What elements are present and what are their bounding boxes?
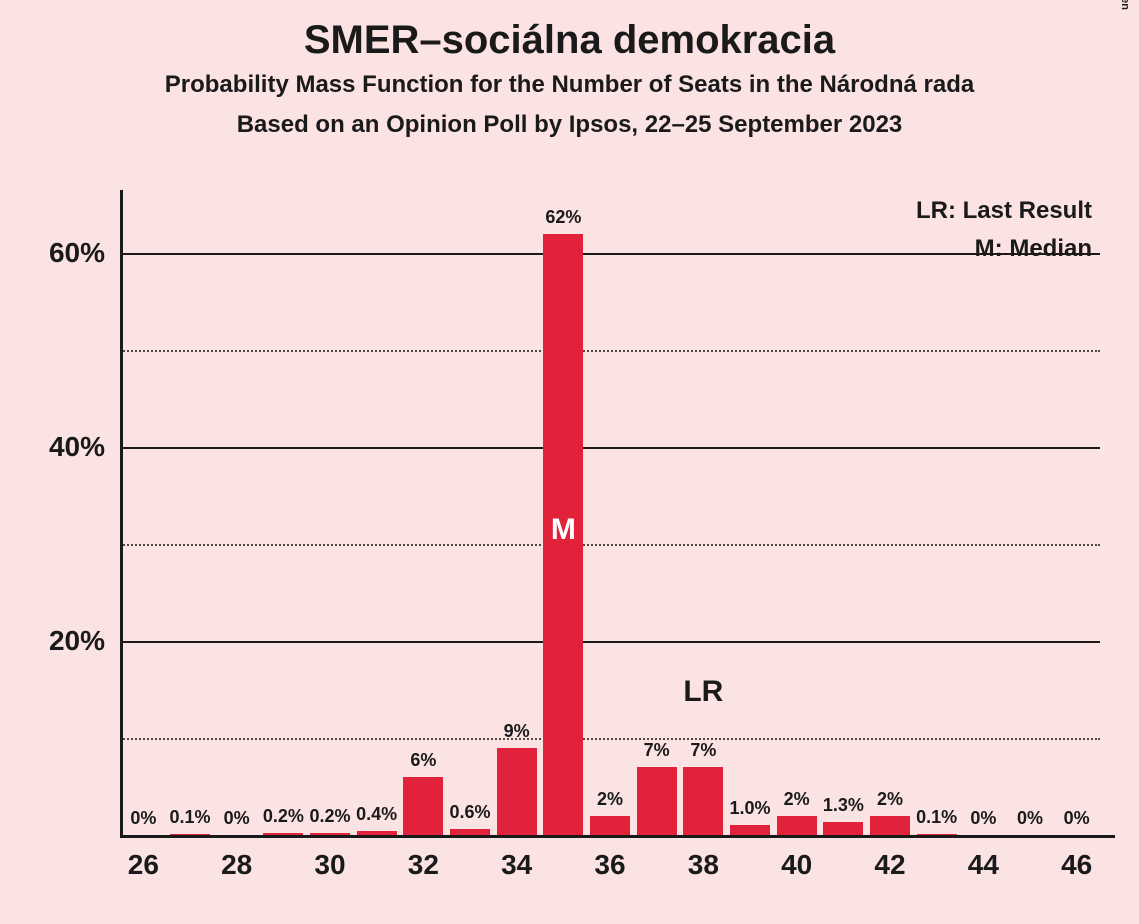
bar-value-label: 0.1%	[169, 807, 210, 828]
bar-value-label: 2%	[877, 789, 903, 810]
bar-value-label: 7%	[690, 740, 716, 761]
bar	[590, 816, 630, 835]
gridline-major	[120, 253, 1100, 255]
bar	[730, 825, 770, 835]
bar-value-label: 0%	[1017, 808, 1043, 829]
x-tick-label: 46	[1047, 849, 1107, 881]
x-tick-label: 34	[487, 849, 547, 881]
bar-value-label: 0%	[970, 808, 996, 829]
x-tick-label: 44	[953, 849, 1013, 881]
legend-median: M: Median	[975, 235, 1092, 263]
chart-title: SMER–sociálna demokracia	[0, 18, 1139, 63]
x-tick-label: 42	[860, 849, 920, 881]
bar-value-label: 1.0%	[729, 798, 770, 819]
bar-value-label: 1.3%	[823, 795, 864, 816]
bar-value-label: 2%	[597, 789, 623, 810]
bar	[357, 831, 397, 835]
title-block: SMER–sociálna demokracia Probability Mas…	[0, 0, 1139, 139]
x-tick-label: 40	[767, 849, 827, 881]
bar	[870, 816, 910, 835]
x-axis-line	[120, 835, 1115, 838]
y-tick-label: 20%	[5, 625, 105, 657]
gridline-minor	[120, 738, 1100, 740]
x-tick-label: 28	[207, 849, 267, 881]
bar	[170, 834, 210, 835]
bar-value-label: 62%	[545, 207, 581, 228]
bar	[263, 833, 303, 835]
bar	[823, 822, 863, 835]
bar-value-label: 6%	[410, 750, 436, 771]
bar-value-label: 0.2%	[263, 806, 304, 827]
x-tick-label: 26	[113, 849, 173, 881]
bar	[403, 777, 443, 835]
bar	[683, 767, 723, 835]
x-tick-label: 38	[673, 849, 733, 881]
copyright-text: © 2023 Filip van Laenen	[1119, 0, 1131, 10]
y-tick-label: 40%	[5, 431, 105, 463]
x-tick-label: 36	[580, 849, 640, 881]
bar-value-label: 9%	[504, 721, 530, 742]
bar	[917, 834, 957, 835]
bar-value-label: 0.4%	[356, 804, 397, 825]
x-tick-label: 32	[393, 849, 453, 881]
chart-subtitle-2: Based on an Opinion Poll by Ipsos, 22–25…	[0, 111, 1139, 139]
bar	[497, 748, 537, 835]
bar-value-label: 2%	[784, 789, 810, 810]
x-tick-label: 30	[300, 849, 360, 881]
y-tick-label: 60%	[5, 237, 105, 269]
bar-value-label: 0.2%	[309, 806, 350, 827]
bar-value-label: 0%	[1064, 808, 1090, 829]
chart-canvas: SMER–sociálna demokracia Probability Mas…	[0, 0, 1139, 924]
gridline-major	[120, 447, 1100, 449]
bar-value-label: 0.1%	[916, 807, 957, 828]
bar-value-label: 7%	[644, 740, 670, 761]
bar-value-label: 0.6%	[449, 802, 490, 823]
gridline-minor	[120, 350, 1100, 352]
bar	[637, 767, 677, 835]
bar	[450, 829, 490, 835]
last-result-marker: LR	[683, 675, 723, 709]
plot-area: 20%40%60%26283032343638404244460%0.1%0%0…	[120, 205, 1100, 835]
bar-value-label: 0%	[130, 808, 156, 829]
median-marker: M	[551, 513, 576, 547]
chart-subtitle-1: Probability Mass Function for the Number…	[0, 71, 1139, 99]
bar-value-label: 0%	[224, 808, 250, 829]
gridline-major	[120, 641, 1100, 643]
gridline-minor	[120, 544, 1100, 546]
bar	[310, 833, 350, 835]
y-axis-line	[120, 190, 123, 835]
bar	[777, 816, 817, 835]
legend-lr: LR: Last Result	[916, 197, 1092, 225]
